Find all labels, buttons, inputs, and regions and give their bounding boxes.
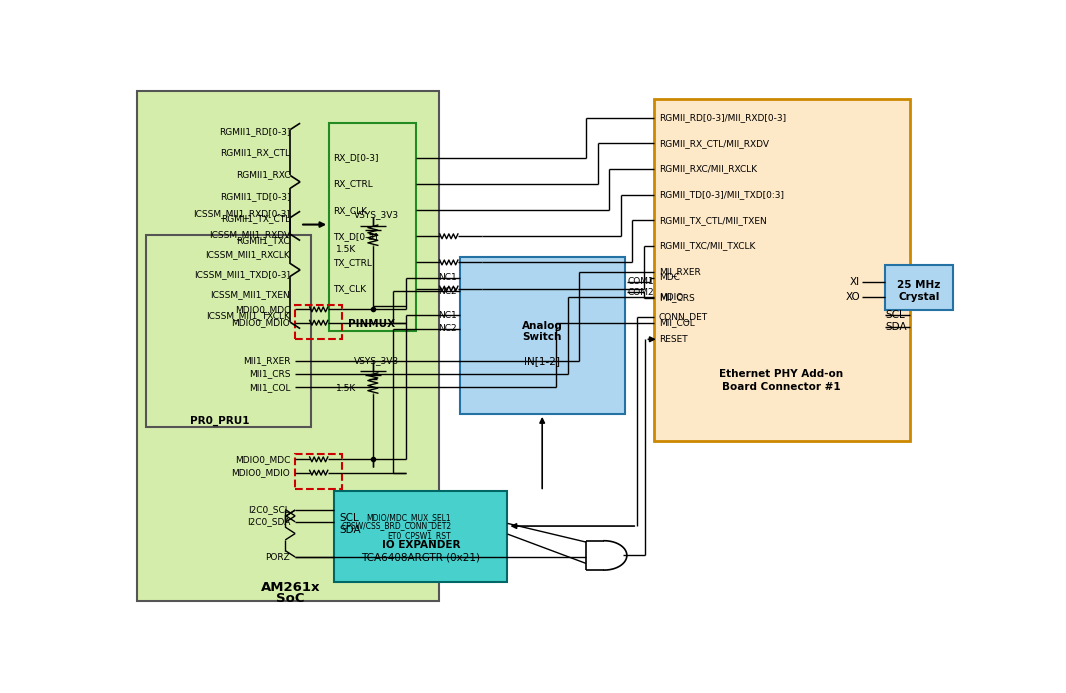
Text: XO: XO (845, 292, 860, 301)
Bar (334, 491, 507, 582)
Text: IN[1-2]: IN[1-2] (524, 356, 561, 366)
Text: RX_CLK: RX_CLK (334, 206, 367, 215)
Text: SCL: SCL (885, 310, 905, 320)
Text: ICSSM_MII1_RXDV: ICSSM_MII1_RXDV (209, 229, 290, 238)
Bar (653, 99, 909, 441)
Text: RESET: RESET (659, 335, 688, 344)
Text: MDC: MDC (659, 274, 679, 283)
Text: I2C0_SDA: I2C0_SDA (247, 517, 290, 526)
Text: MII1_RXER: MII1_RXER (243, 356, 290, 365)
Text: AM261x: AM261x (260, 581, 320, 594)
Text: XI: XI (851, 277, 860, 287)
Text: ICSSM_MII1_TXEN: ICSSM_MII1_TXEN (210, 290, 290, 299)
Bar (146, 235, 311, 428)
Text: MII_CRS: MII_CRS (659, 292, 694, 301)
Text: COM2: COM2 (627, 288, 653, 297)
Text: VSYS_3V3: VSYS_3V3 (354, 211, 400, 220)
Text: Board Connector #1: Board Connector #1 (722, 383, 840, 392)
Text: RGMII_TX_CTL/MII_TXEN: RGMII_TX_CTL/MII_TXEN (659, 216, 766, 225)
Text: RGMII1_TXC: RGMII1_TXC (237, 236, 290, 245)
Text: CPSW/CSS_BRD_CONN_DET2: CPSW/CSS_BRD_CONN_DET2 (341, 522, 451, 531)
Text: ET0_CPSW1_RST: ET0_CPSW1_RST (388, 531, 451, 540)
Text: RGMII_RD[0-3]/MII_RXD[0-3]: RGMII_RD[0-3]/MII_RXD[0-3] (659, 114, 786, 123)
Text: ICSSM_MII1_RXD[0-3]: ICSSM_MII1_RXD[0-3] (193, 209, 290, 218)
Text: MII_RXER: MII_RXER (659, 267, 700, 276)
Text: MII_COL: MII_COL (659, 318, 694, 327)
Text: Ethernet PHY Add-on: Ethernet PHY Add-on (718, 369, 843, 379)
Text: NC2: NC2 (438, 324, 457, 333)
Text: TX_CTRL: TX_CTRL (334, 258, 372, 267)
Text: VSYS_3V3: VSYS_3V3 (354, 356, 400, 365)
Text: SCL: SCL (340, 513, 359, 523)
Text: 1.5K: 1.5K (336, 385, 356, 394)
Bar (295, 454, 342, 489)
Text: IO EXPANDER: IO EXPANDER (382, 540, 461, 550)
Text: Analog: Analog (521, 321, 563, 331)
Text: TX_D[0-3]: TX_D[0-3] (334, 231, 377, 240)
Text: Switch: Switch (522, 332, 562, 342)
Text: ICSSM_MII1_RXCLK: ICSSM_MII1_RXCLK (206, 250, 290, 259)
Text: RGMII1_RD[0-3]: RGMII1_RD[0-3] (219, 127, 290, 136)
Text: NC2: NC2 (438, 287, 457, 296)
Text: NC1: NC1 (438, 310, 457, 319)
Text: MDIO0_MDC: MDIO0_MDC (235, 455, 290, 464)
Text: PORZ: PORZ (265, 552, 290, 561)
Text: RX_CTRL: RX_CTRL (334, 179, 373, 188)
Text: NC1: NC1 (438, 274, 457, 283)
Text: 25 MHz: 25 MHz (898, 280, 940, 290)
Bar (459, 256, 625, 414)
Bar (138, 91, 439, 601)
Text: Crystal: Crystal (899, 292, 939, 301)
Bar (295, 305, 342, 340)
Text: TCA6408ARGTR (0x21): TCA6408ARGTR (0x21) (361, 552, 481, 562)
Text: ICSSM_MII1_TXCLK: ICSSM_MII1_TXCLK (207, 310, 290, 319)
Text: MII1_COL: MII1_COL (248, 383, 290, 392)
Text: MDIO0_MDIO: MDIO0_MDIO (231, 468, 290, 477)
Text: PR0_PRU1: PR0_PRU1 (190, 415, 249, 426)
Text: TX_CLK: TX_CLK (334, 284, 367, 293)
Text: RGMII1_TX_CTL: RGMII1_TX_CTL (221, 214, 290, 223)
Text: ICSSM_MII1_TXD[0-3]: ICSSM_MII1_TXD[0-3] (194, 270, 290, 279)
Text: SDA: SDA (340, 525, 361, 535)
Text: COM1: COM1 (627, 277, 655, 286)
Text: MDIO0_MDC: MDIO0_MDC (235, 305, 290, 314)
Text: CONN_DET: CONN_DET (659, 313, 708, 322)
Text: I2C0_SCL: I2C0_SCL (248, 506, 290, 514)
Bar (885, 265, 953, 310)
Bar (329, 123, 416, 331)
Text: MDIO0_MDIO: MDIO0_MDIO (231, 318, 290, 327)
Text: 1.5K: 1.5K (336, 245, 356, 254)
Text: RGMII_TXC/MII_TXCLK: RGMII_TXC/MII_TXCLK (659, 241, 755, 250)
Text: MDIO: MDIO (659, 293, 683, 302)
Text: SDA: SDA (885, 322, 907, 332)
Text: RGMII1_TD[0-3]: RGMII1_TD[0-3] (220, 193, 290, 202)
Text: MDIO/MDC_MUX_SEL1: MDIO/MDC_MUX_SEL1 (367, 513, 451, 522)
Text: PINMUX: PINMUX (349, 319, 395, 329)
Text: MII1_CRS: MII1_CRS (248, 369, 290, 378)
Text: RGMII_RX_CTL/MII_RXDV: RGMII_RX_CTL/MII_RXDV (659, 139, 769, 148)
Text: SoC: SoC (276, 592, 305, 604)
Text: RGMII1_RXC: RGMII1_RXC (236, 170, 290, 179)
Text: RX_D[0-3]: RX_D[0-3] (334, 153, 378, 162)
Text: RGMII_RXC/MII_RXCLK: RGMII_RXC/MII_RXCLK (659, 164, 757, 173)
Text: RGMII_TD[0-3]/MII_TXD[0:3]: RGMII_TD[0-3]/MII_TXD[0:3] (659, 190, 784, 199)
Text: RGMII1_RX_CTL: RGMII1_RX_CTL (221, 148, 290, 157)
